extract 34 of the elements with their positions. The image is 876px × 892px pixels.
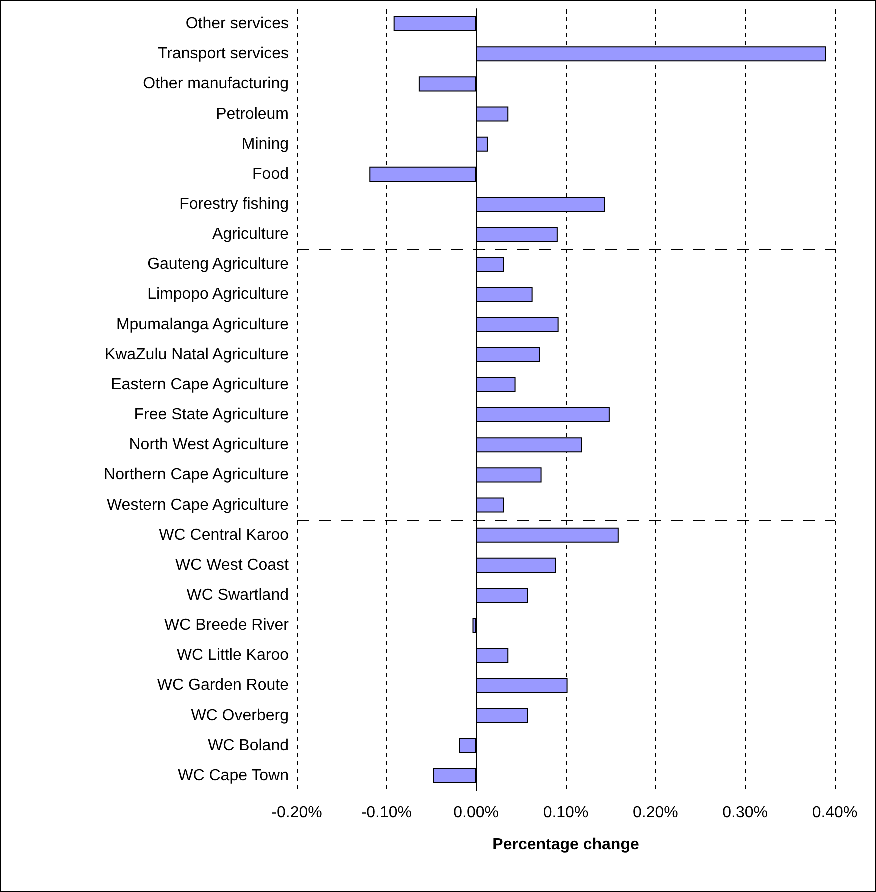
x-tick-label: 0.40%	[812, 804, 858, 822]
y-tick-label: WC Garden Route	[157, 677, 290, 694]
y-tick-label: North West Agriculture	[129, 436, 290, 454]
y-tick-label: WC Cape Town	[178, 767, 289, 784]
y-tick-label: Limpopo Agriculture	[148, 286, 290, 304]
y-tick-label: WC Little Karoo	[176, 647, 290, 664]
y-tick-label: Northern Cape Agriculture	[104, 466, 290, 484]
y-tick-label: Forestry fishing	[180, 196, 289, 213]
y-tick-label: Other manufacturing	[143, 76, 289, 93]
y-tick-label: WC Breede River	[164, 617, 290, 634]
y-tick-label: WC Swartland	[186, 587, 289, 604]
y-tick-label: Petroleum	[216, 106, 289, 123]
y-tick-label: Western Cape Agriculture	[106, 496, 290, 514]
y-tick-label: WC Boland	[208, 737, 289, 754]
y-tick-label: KwaZulu Natal Agriculture	[104, 346, 290, 364]
y-tick-label: Gauteng Agriculture	[148, 256, 290, 274]
y-tick-label: Other services	[186, 16, 289, 33]
y-tick-label: Agriculture	[212, 226, 290, 244]
y-tick-label: Mining	[242, 136, 289, 153]
x-tick-label: -0.20%	[272, 804, 322, 822]
x-tick-label: 0.10%	[543, 804, 589, 822]
y-tick-label: Eastern Cape Agriculture	[111, 376, 290, 394]
x-axis-title: Percentage change	[492, 836, 640, 854]
y-tick-label: Free State Agriculture	[134, 406, 290, 424]
y-tick-label: WC Central Karoo	[159, 526, 290, 544]
x-tick-label: 0.00%	[454, 804, 500, 822]
y-tick-label: Transport services	[158, 46, 289, 63]
x-tick-label: 0.20%	[632, 804, 678, 822]
y-tick-label: WC Overberg	[191, 707, 289, 724]
y-tick-label: Food	[252, 166, 289, 183]
x-tick-label: -0.10%	[361, 804, 412, 822]
x-tick-label: 0.30%	[722, 804, 768, 822]
y-tick-label: WC West Coast	[176, 556, 290, 574]
y-tick-label: Mpumalanga Agriculture	[116, 316, 290, 334]
